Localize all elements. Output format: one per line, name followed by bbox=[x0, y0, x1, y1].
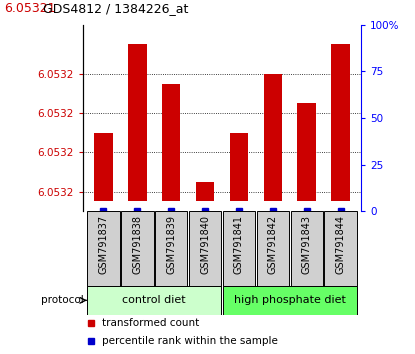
Text: GSM791842: GSM791842 bbox=[268, 215, 278, 274]
Text: GSM791841: GSM791841 bbox=[234, 215, 244, 274]
Text: GSM791837: GSM791837 bbox=[98, 215, 108, 274]
FancyBboxPatch shape bbox=[155, 211, 188, 286]
Text: high phosphate diet: high phosphate diet bbox=[234, 295, 346, 306]
FancyBboxPatch shape bbox=[223, 286, 357, 315]
Bar bbox=[229, 133, 248, 201]
Bar bbox=[264, 74, 282, 201]
FancyBboxPatch shape bbox=[121, 211, 154, 286]
Text: GSM791843: GSM791843 bbox=[302, 215, 312, 274]
Text: GSM791838: GSM791838 bbox=[132, 215, 142, 274]
Bar bbox=[128, 44, 146, 201]
Text: GSM791839: GSM791839 bbox=[166, 215, 176, 274]
Bar bbox=[298, 103, 316, 201]
Bar bbox=[332, 44, 350, 201]
Bar bbox=[196, 182, 215, 201]
Bar bbox=[94, 133, 112, 201]
FancyBboxPatch shape bbox=[87, 211, 120, 286]
Text: GDS4812 / 1384226_at: GDS4812 / 1384226_at bbox=[39, 2, 189, 15]
FancyBboxPatch shape bbox=[290, 211, 323, 286]
Bar bbox=[162, 84, 181, 201]
Text: 6.05321: 6.05321 bbox=[4, 2, 56, 15]
FancyBboxPatch shape bbox=[87, 286, 221, 315]
FancyBboxPatch shape bbox=[223, 211, 255, 286]
FancyBboxPatch shape bbox=[189, 211, 221, 286]
FancyBboxPatch shape bbox=[256, 211, 289, 286]
Text: control diet: control diet bbox=[122, 295, 186, 306]
FancyBboxPatch shape bbox=[325, 211, 357, 286]
Text: protocol: protocol bbox=[41, 295, 84, 306]
Text: transformed count: transformed count bbox=[103, 318, 200, 328]
Text: GSM791844: GSM791844 bbox=[336, 215, 346, 274]
Text: GSM791840: GSM791840 bbox=[200, 215, 210, 274]
Text: percentile rank within the sample: percentile rank within the sample bbox=[103, 336, 278, 346]
